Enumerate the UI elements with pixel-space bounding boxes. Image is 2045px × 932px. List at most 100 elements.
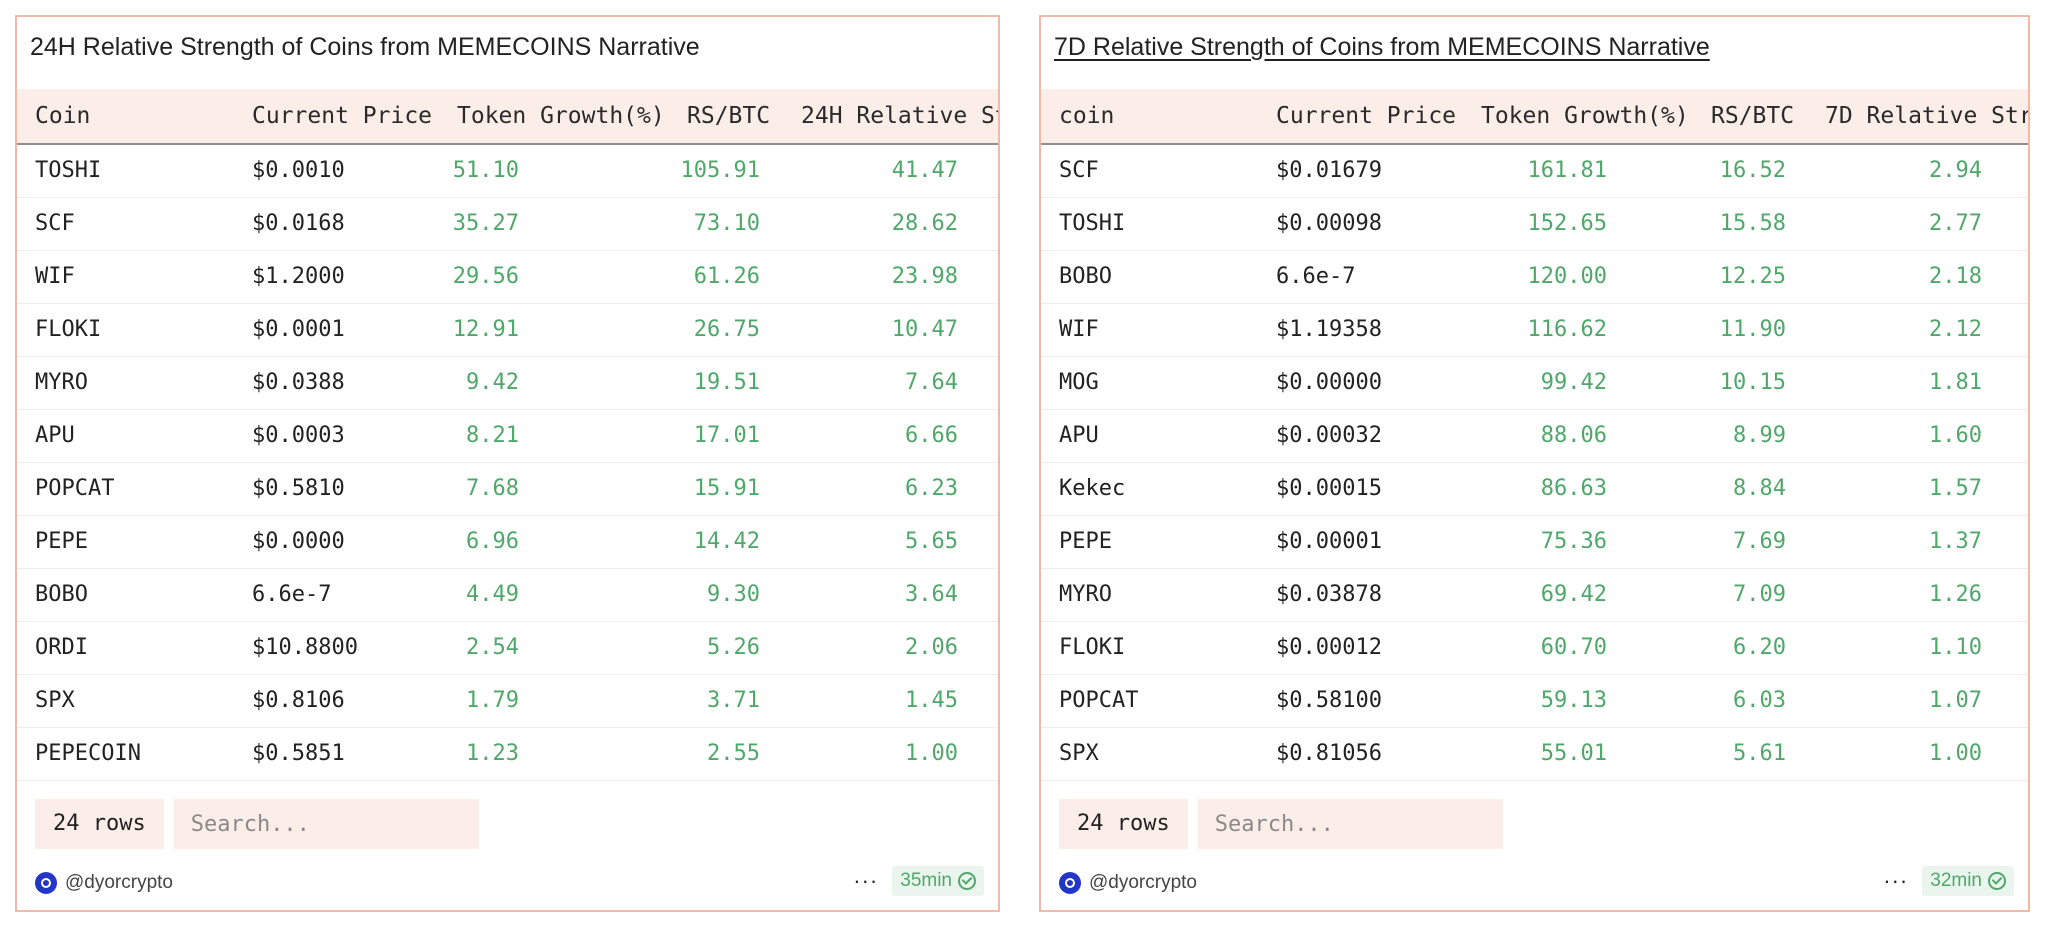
cell-rs-btc: 9.30 bbox=[707, 582, 760, 607]
table-row[interactable]: WIF $1.19358 116.62 11.90 2.12 bbox=[1041, 304, 2028, 357]
refresh-age-badge[interactable]: 32min bbox=[1922, 866, 2014, 896]
cell-rs-btc: 3.71 bbox=[707, 688, 760, 713]
panel-meta: ··· 35min bbox=[853, 866, 984, 896]
table-row[interactable]: SCF $0.01679 161.81 16.52 2.94 bbox=[1041, 145, 2028, 198]
cell-relative-strength: 41.47 bbox=[891, 158, 958, 183]
table-row[interactable]: WIF $1.2000 29.56 61.26 23.98 bbox=[17, 251, 998, 304]
cell-price: $0.8106 bbox=[252, 688, 345, 713]
table-row[interactable]: Kekec $0.00015 86.63 8.84 1.57 bbox=[1041, 463, 2028, 516]
cell-token-growth: 69.42 bbox=[1540, 582, 1607, 607]
table-row[interactable]: POPCAT $0.58100 59.13 6.03 1.07 bbox=[1041, 675, 2028, 728]
data-table: Coin Current Price Token Growth(%) RS/BT… bbox=[17, 89, 998, 781]
author-handle[interactable]: @dyorcrypto bbox=[65, 872, 173, 893]
cell-coin: SCF bbox=[1059, 158, 1099, 183]
table-row[interactable]: MOG $0.00000 99.42 10.15 1.81 bbox=[1041, 357, 2028, 410]
table-row[interactable]: BOBO 6.6e-7 120.00 12.25 2.18 bbox=[1041, 251, 2028, 304]
table-header: Coin Current Price Token Growth(%) RS/BT… bbox=[17, 89, 998, 145]
cell-rs-btc: 19.51 bbox=[693, 370, 760, 395]
cell-relative-strength: 7.64 bbox=[905, 370, 958, 395]
column-header-coin[interactable]: coin bbox=[1059, 103, 1115, 129]
table-row[interactable]: PEPE $0.0000 6.96 14.42 5.65 bbox=[17, 516, 998, 569]
cell-coin: SPX bbox=[35, 688, 75, 713]
cell-token-growth: 88.06 bbox=[1540, 423, 1607, 448]
cell-rs-btc: 14.42 bbox=[693, 529, 760, 554]
column-header-rs-btc[interactable]: RS/BTC bbox=[1711, 103, 1795, 129]
author-link[interactable]: @dyorcrypto bbox=[1059, 869, 1197, 897]
table-row[interactable]: FLOKI $0.0001 12.91 26.75 10.47 bbox=[17, 304, 998, 357]
cell-token-growth: 75.36 bbox=[1540, 529, 1607, 554]
cell-coin: Kekec bbox=[1059, 476, 1126, 501]
cell-price: $0.00032 bbox=[1276, 423, 1382, 448]
column-header-relative-strength[interactable]: 7D Relative Stre bbox=[1825, 103, 2030, 129]
panel-title-link[interactable]: 7D Relative Strength of Coins from MEMEC… bbox=[1054, 33, 1710, 61]
table-row[interactable]: PEPE $0.00001 75.36 7.69 1.37 bbox=[1041, 516, 2028, 569]
cell-token-growth: 9.42 bbox=[466, 370, 519, 395]
table-row[interactable]: SPX $0.81056 55.01 5.61 1.00 bbox=[1041, 728, 2028, 781]
cell-price: $0.00015 bbox=[1276, 476, 1382, 501]
table-row[interactable]: APU $0.0003 8.21 17.01 6.66 bbox=[17, 410, 998, 463]
cell-price: $0.5851 bbox=[252, 741, 345, 766]
search-input[interactable] bbox=[173, 799, 479, 849]
cell-coin: MOG bbox=[1059, 370, 1099, 395]
cell-token-growth: 120.00 bbox=[1527, 264, 1607, 289]
table-row[interactable]: SCF $0.0168 35.27 73.10 28.62 bbox=[17, 198, 998, 251]
cell-price: $0.0010 bbox=[252, 158, 345, 183]
cell-price: $0.58100 bbox=[1276, 688, 1382, 713]
cell-token-growth: 161.81 bbox=[1527, 158, 1607, 183]
data-table: coin Current Price Token Growth(%) RS/BT… bbox=[1041, 89, 2028, 781]
age-label: 32min bbox=[1930, 870, 1982, 891]
cell-token-growth: 29.56 bbox=[452, 264, 519, 289]
search-input[interactable] bbox=[1197, 799, 1503, 849]
cell-rs-btc: 16.52 bbox=[1719, 158, 1786, 183]
column-header-growth[interactable]: Token Growth(%) bbox=[457, 103, 665, 129]
cell-rs-btc: 61.26 bbox=[693, 264, 760, 289]
cell-price: $0.03878 bbox=[1276, 582, 1382, 607]
cell-price: $1.19358 bbox=[1276, 317, 1382, 342]
table-row[interactable]: BOBO 6.6e-7 4.49 9.30 3.64 bbox=[17, 569, 998, 622]
table-row[interactable]: POPCAT $0.5810 7.68 15.91 6.23 bbox=[17, 463, 998, 516]
cell-relative-strength: 1.26 bbox=[1929, 582, 1982, 607]
cell-coin: WIF bbox=[35, 264, 75, 289]
more-icon[interactable]: ··· bbox=[853, 868, 879, 893]
cell-relative-strength: 2.18 bbox=[1929, 264, 1982, 289]
cell-price: $0.81056 bbox=[1276, 741, 1382, 766]
table-row[interactable]: FLOKI $0.00012 60.70 6.20 1.10 bbox=[1041, 622, 2028, 675]
table-row[interactable]: TOSHI $0.00098 152.65 15.58 2.77 bbox=[1041, 198, 2028, 251]
author-link[interactable]: @dyorcrypto bbox=[35, 869, 173, 897]
cell-relative-strength: 1.45 bbox=[905, 688, 958, 713]
cell-coin: APU bbox=[35, 423, 75, 448]
column-header-price[interactable]: Current Price bbox=[1276, 103, 1457, 129]
table-controls: 24 rows bbox=[1059, 799, 1503, 849]
column-header-relative-strength[interactable]: 24H Relative Stre bbox=[801, 103, 998, 129]
cell-price: $0.00012 bbox=[1276, 635, 1382, 660]
cell-price: 6.6e-7 bbox=[1276, 264, 1356, 289]
cell-coin: WIF bbox=[1059, 317, 1099, 342]
cell-relative-strength: 1.60 bbox=[1929, 423, 1982, 448]
author-handle[interactable]: @dyorcrypto bbox=[1089, 872, 1197, 893]
table-row[interactable]: MYRO $0.03878 69.42 7.09 1.26 bbox=[1041, 569, 2028, 622]
more-icon[interactable]: ··· bbox=[1883, 868, 1909, 893]
column-header-rs-btc[interactable]: RS/BTC bbox=[687, 103, 771, 129]
column-header-growth[interactable]: Token Growth(%) bbox=[1481, 103, 1689, 129]
column-header-coin[interactable]: Coin bbox=[35, 103, 91, 129]
table-row[interactable]: TOSHI $0.0010 51.10 105.91 41.47 bbox=[17, 145, 998, 198]
table-row[interactable]: ORDI $10.8800 2.54 5.26 2.06 bbox=[17, 622, 998, 675]
cell-token-growth: 1.79 bbox=[466, 688, 519, 713]
check-circle-icon bbox=[1988, 872, 2006, 890]
cell-price: 6.6e-7 bbox=[252, 582, 332, 607]
cell-rs-btc: 5.61 bbox=[1733, 741, 1786, 766]
refresh-age-badge[interactable]: 35min bbox=[892, 866, 984, 896]
table-row[interactable]: APU $0.00032 88.06 8.99 1.60 bbox=[1041, 410, 2028, 463]
cell-price: $0.0168 bbox=[252, 211, 345, 236]
cell-coin: BOBO bbox=[1059, 264, 1112, 289]
dune-avatar-icon bbox=[1059, 872, 1081, 894]
table-row[interactable]: MYRO $0.0388 9.42 19.51 7.64 bbox=[17, 357, 998, 410]
cell-coin: PEPE bbox=[1059, 529, 1112, 554]
column-header-price[interactable]: Current Price bbox=[252, 103, 433, 129]
cell-price: $0.01679 bbox=[1276, 158, 1382, 183]
cell-rs-btc: 7.69 bbox=[1733, 529, 1786, 554]
panel-meta: ··· 32min bbox=[1883, 866, 2014, 896]
cell-rs-btc: 8.99 bbox=[1733, 423, 1786, 448]
table-row[interactable]: SPX $0.8106 1.79 3.71 1.45 bbox=[17, 675, 998, 728]
table-row[interactable]: PEPECOIN $0.5851 1.23 2.55 1.00 bbox=[17, 728, 998, 781]
